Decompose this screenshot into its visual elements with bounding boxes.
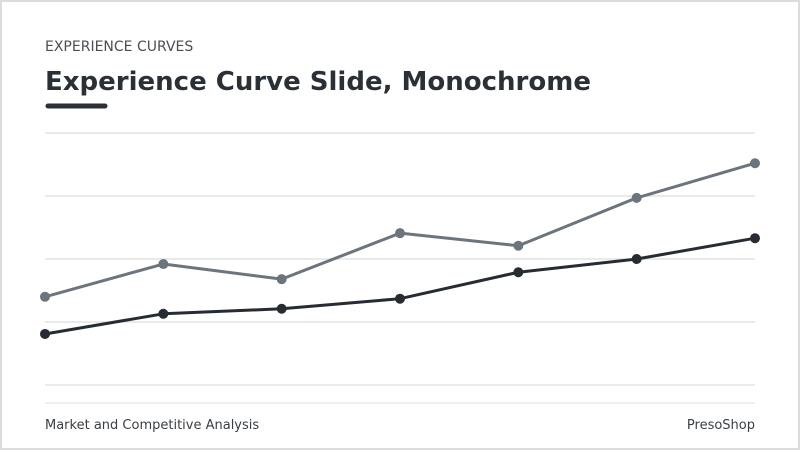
data-point (750, 233, 760, 244)
data-point (158, 308, 169, 319)
data-point (395, 293, 405, 304)
title: Experience Curve Slide, Monochrome (45, 67, 591, 97)
footer-left: Market and Competitive Analysis (45, 418, 259, 433)
data-point (631, 192, 642, 203)
data-point (276, 274, 287, 285)
data-point (158, 259, 169, 270)
data-point (276, 303, 287, 314)
data-point (631, 254, 642, 264)
data-point (513, 240, 524, 251)
footer-right: PresoShop (687, 418, 755, 433)
data-point (750, 158, 760, 169)
kicker: EXPERIENCE CURVES (45, 39, 193, 55)
data-point (513, 267, 524, 278)
data-point (40, 328, 50, 339)
data-point (40, 291, 50, 302)
data-point (395, 228, 405, 239)
